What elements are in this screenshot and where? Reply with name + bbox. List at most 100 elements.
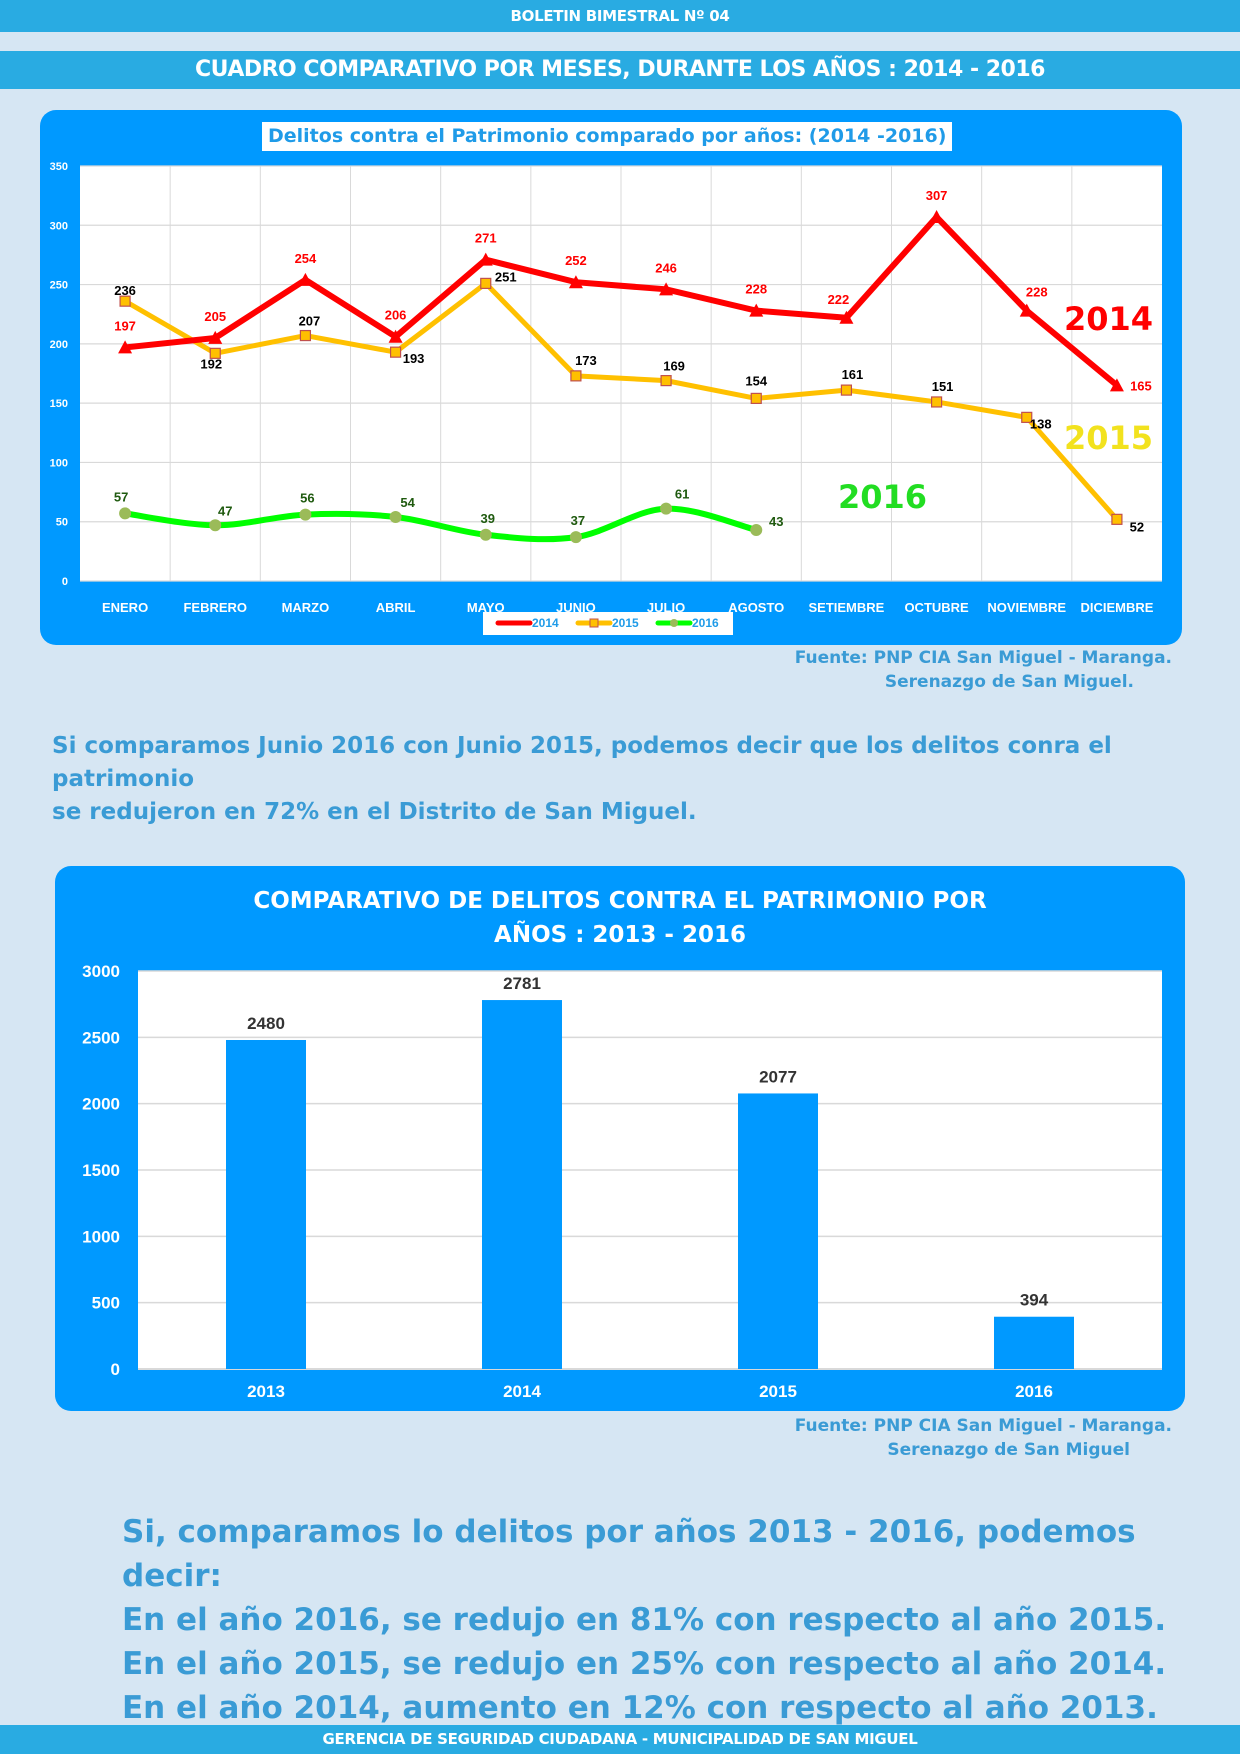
x-tick-label: ABRIL [376, 600, 416, 615]
data-label-2014: 271 [475, 231, 497, 246]
point-2014 [1019, 303, 1034, 317]
section-title: CUADRO COMPARATIVO POR MESES, DURANTE LO… [0, 51, 1240, 89]
data-label-2016: 47 [218, 503, 232, 518]
series-line-2016 [124, 505, 758, 543]
y-tick-label: 2500 [82, 1028, 120, 1047]
bar-value-label: 394 [1020, 1291, 1049, 1310]
line-chart-title: Delitos contra el Patrimonio comparado p… [262, 122, 953, 151]
y-tick-label: 3000 [82, 962, 120, 981]
y-tick-label: 200 [50, 339, 68, 351]
data-label-2016: 37 [571, 513, 585, 528]
legend-label-2014: 2014 [532, 616, 559, 630]
data-label-2015: 251 [495, 269, 517, 284]
data-label-2016: 39 [481, 511, 495, 526]
yearly-bar-chart: 0 500 1000 1500 2000 2500 3000 2480 2013 2781 2014… [82, 962, 1162, 1401]
data-label-2015: 193 [403, 351, 425, 366]
point-2014 [1109, 378, 1124, 392]
legend-label-2016: 2016 [692, 616, 719, 630]
data-label-2015: 161 [842, 367, 864, 382]
x-tick-label: 2016 [1015, 1382, 1053, 1401]
point-2014 [388, 329, 403, 343]
data-label-2016: 56 [300, 491, 314, 506]
legend-marker-2015 [589, 618, 599, 628]
source-note-2: Fuente: PNP CIA San Miguel - Maranga. Se… [700, 1414, 1172, 1462]
bar-chart-title: COMPARATIVO DE DELITOS CONTRA EL PATRIMO… [55, 884, 1185, 952]
y-tick-label: 1000 [82, 1227, 120, 1246]
x-tick-label: DICIEMBRE [1080, 600, 1153, 615]
series-line-2014 [124, 212, 1119, 388]
y-tick-label: 50 [56, 517, 68, 529]
source-line-1: Fuente: PNP CIA San Miguel - Maranga. [794, 648, 1172, 668]
data-label-2015: 173 [575, 353, 597, 368]
data-label-2014: 252 [565, 253, 587, 268]
point-2016 [750, 524, 763, 537]
series-line-2015 [123, 280, 1119, 521]
point-2016 [209, 519, 222, 532]
y-tick-label: 500 [92, 1294, 120, 1313]
point-2015 [119, 295, 131, 307]
point-2016 [119, 507, 132, 520]
data-label-2015: 236 [114, 283, 136, 298]
june-comparison-note: Si comparamos Junio 2016 con Junio 2015,… [52, 730, 1212, 829]
data-label-2014: 246 [655, 260, 677, 275]
point-2015 [570, 370, 582, 382]
data-label-2014: 222 [828, 292, 850, 307]
data-label-2014: 228 [745, 282, 767, 297]
y-tick-label: 250 [50, 280, 68, 292]
point-2016 [299, 508, 312, 521]
bar-value-label: 2077 [759, 1067, 797, 1086]
y-tick-label: 100 [50, 457, 68, 469]
note-line: Si comparamos Junio 2016 con Junio 2015,… [52, 733, 1112, 792]
data-label-2014: 206 [385, 308, 407, 323]
data-label-2015: 207 [299, 314, 321, 329]
bulletin-header: BOLETIN BIMESTRAL Nº 04 [0, 0, 1240, 32]
x-tick-label: 2013 [247, 1382, 285, 1401]
bar-chart-title-line: COMPARATIVO DE DELITOS CONTRA EL PATRIMO… [253, 888, 987, 914]
source-line-1: Fuente: PNP CIA San Miguel - Maranga. [794, 1416, 1172, 1436]
point-2015 [840, 384, 853, 396]
y-tick-label: 0 [111, 1360, 120, 1379]
x-tick-label: FEBRERO [183, 600, 247, 615]
legend-marker-2016 [670, 619, 678, 627]
series-tag-2014: 2014 [1064, 300, 1153, 338]
note-line: se redujeron en 72% en el Distrito de Sa… [52, 799, 697, 825]
x-tick-label: NOVIEMBRE [987, 600, 1066, 615]
data-label-2014: 228 [1026, 285, 1048, 300]
note-line: En el año 2016, se redujo en 81% con res… [122, 1602, 1167, 1638]
monthly-line-chart-card: 0 50 100 150 200 250 300 350 ENERO FEBRERO MARZO AB… [40, 110, 1182, 645]
x-tick-label: 2014 [503, 1382, 541, 1401]
bar-2013 [226, 1039, 306, 1369]
footer: GERENCIA DE SEGURIDAD CIUDADANA - MUNICI… [0, 1725, 1240, 1754]
point-2015 [389, 346, 402, 358]
data-label-2014: 205 [204, 309, 226, 324]
data-label-2015: 154 [745, 373, 767, 388]
point-2014 [208, 330, 223, 344]
y-tick-label: 2000 [82, 1095, 120, 1114]
monthly-line-chart: 0 50 100 150 200 250 300 350 ENERO FEBRERO MARZO AB… [50, 161, 1162, 635]
point-2014 [659, 282, 674, 296]
x-tick-label: MAYO [467, 600, 505, 615]
y-tick-label: 1500 [82, 1161, 120, 1180]
bar-value-label: 2480 [247, 1014, 285, 1033]
point-2015 [750, 392, 762, 404]
data-label-2014: 165 [1130, 378, 1152, 393]
point-2014 [118, 340, 133, 354]
point-2014 [298, 272, 313, 286]
data-label-2014: 197 [114, 318, 136, 333]
point-2015 [930, 396, 943, 408]
yearly-bar-chart-card: 0 500 1000 1500 2000 2500 3000 2480 2013 2781 2014… [55, 866, 1185, 1411]
point-2014 [568, 275, 583, 289]
x-tick-label: AGOSTO [728, 600, 784, 615]
data-label-2016: 54 [400, 495, 415, 510]
data-label-2015: 52 [1130, 519, 1144, 534]
y-tick-label: 300 [50, 220, 68, 232]
data-label-2014: 254 [295, 251, 317, 266]
yearly-comparison-note: Si, comparamos lo delitos por años 2013 … [122, 1510, 1222, 1730]
data-label-2016: 57 [114, 489, 128, 504]
x-tick-label: JULIO [647, 600, 685, 615]
point-2014 [839, 310, 854, 324]
legend-label-2015: 2015 [612, 616, 639, 630]
bar-2016 [994, 1316, 1074, 1369]
note-line: En el año 2015, se redujo en 25% con res… [122, 1646, 1167, 1682]
note-line: Si, comparamos lo delitos por años 2013 … [122, 1514, 1136, 1594]
